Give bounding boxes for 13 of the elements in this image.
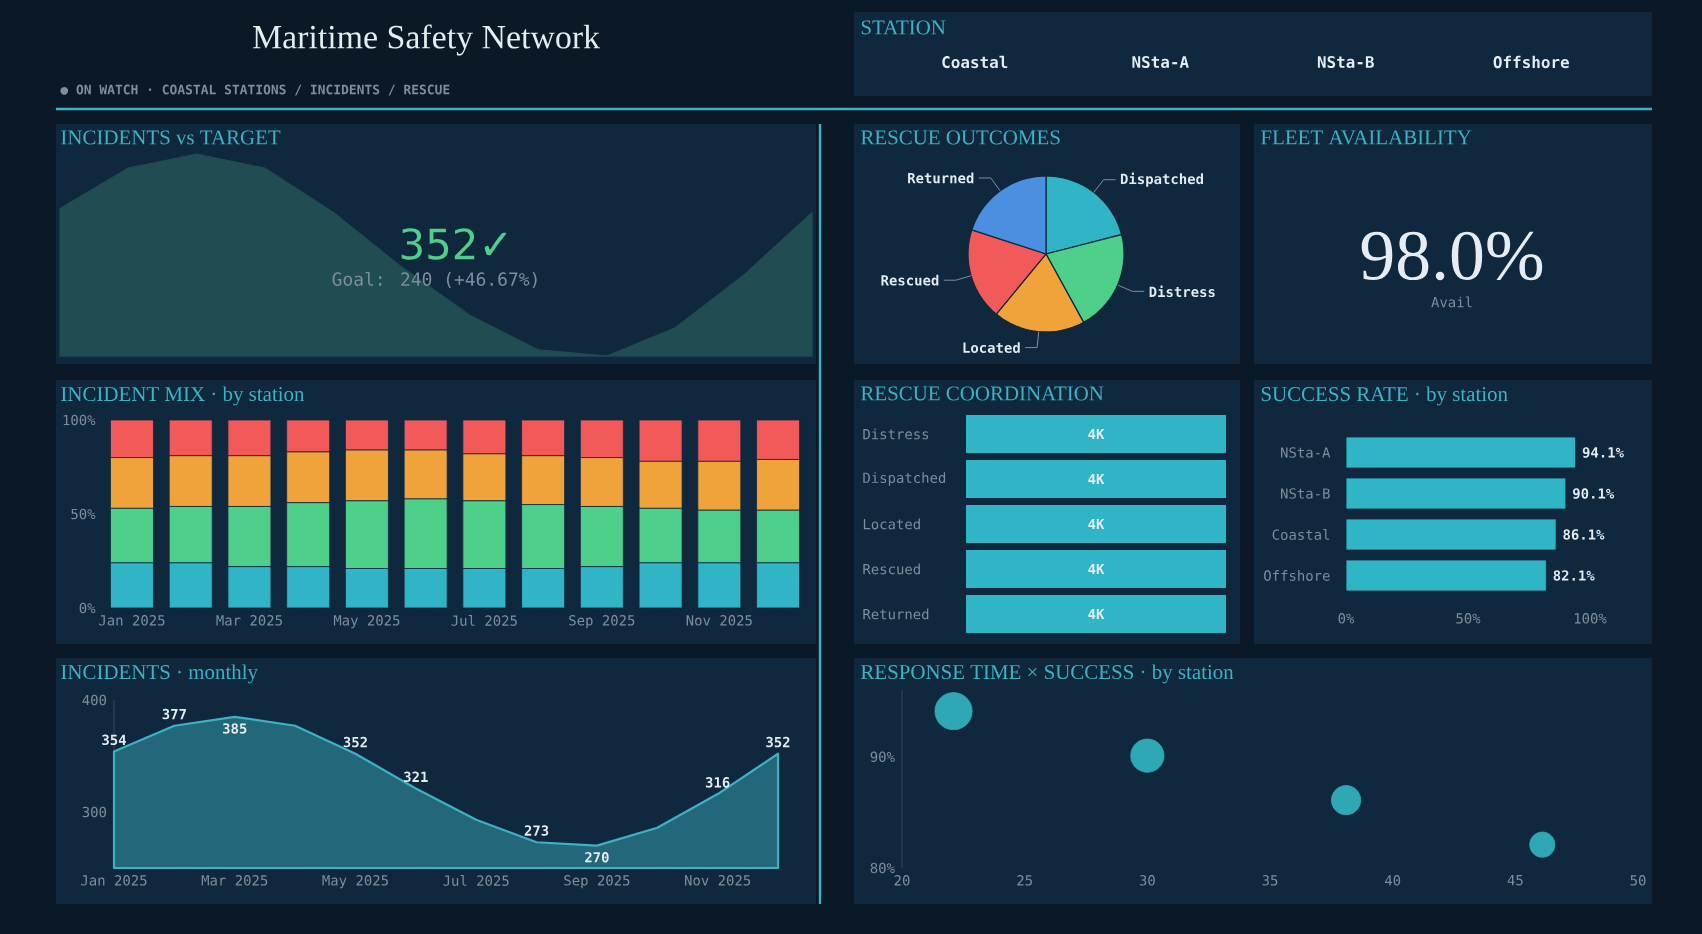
text: 98.0% <box>1361 231 1543 281</box>
annotation: Goal: 240 (+46.67%) <box>332 271 537 289</box>
text: STATION <box>861 20 946 35</box>
chart-title: SUCCESS RATE · by station <box>1261 386 1508 406</box>
chart-title: INCIDENT MIX · by station <box>61 386 305 406</box>
text: Maritime Safety Network <box>252 24 601 56</box>
chart-title: RESPONSE TIME × SUCCESS · by station <box>860 664 1234 684</box>
chart-title: RESCUE OUTCOMES <box>860 130 1060 145</box>
chart-title: INCIDENTS · monthly <box>61 664 258 684</box>
text: FLEET AVAILABILITY <box>1261 130 1472 145</box>
text: RESCUE COORDINATION <box>860 386 1104 401</box>
chart-title: INCIDENTS vs TARGET <box>61 130 281 145</box>
annotation: 352✓ <box>401 228 507 260</box>
